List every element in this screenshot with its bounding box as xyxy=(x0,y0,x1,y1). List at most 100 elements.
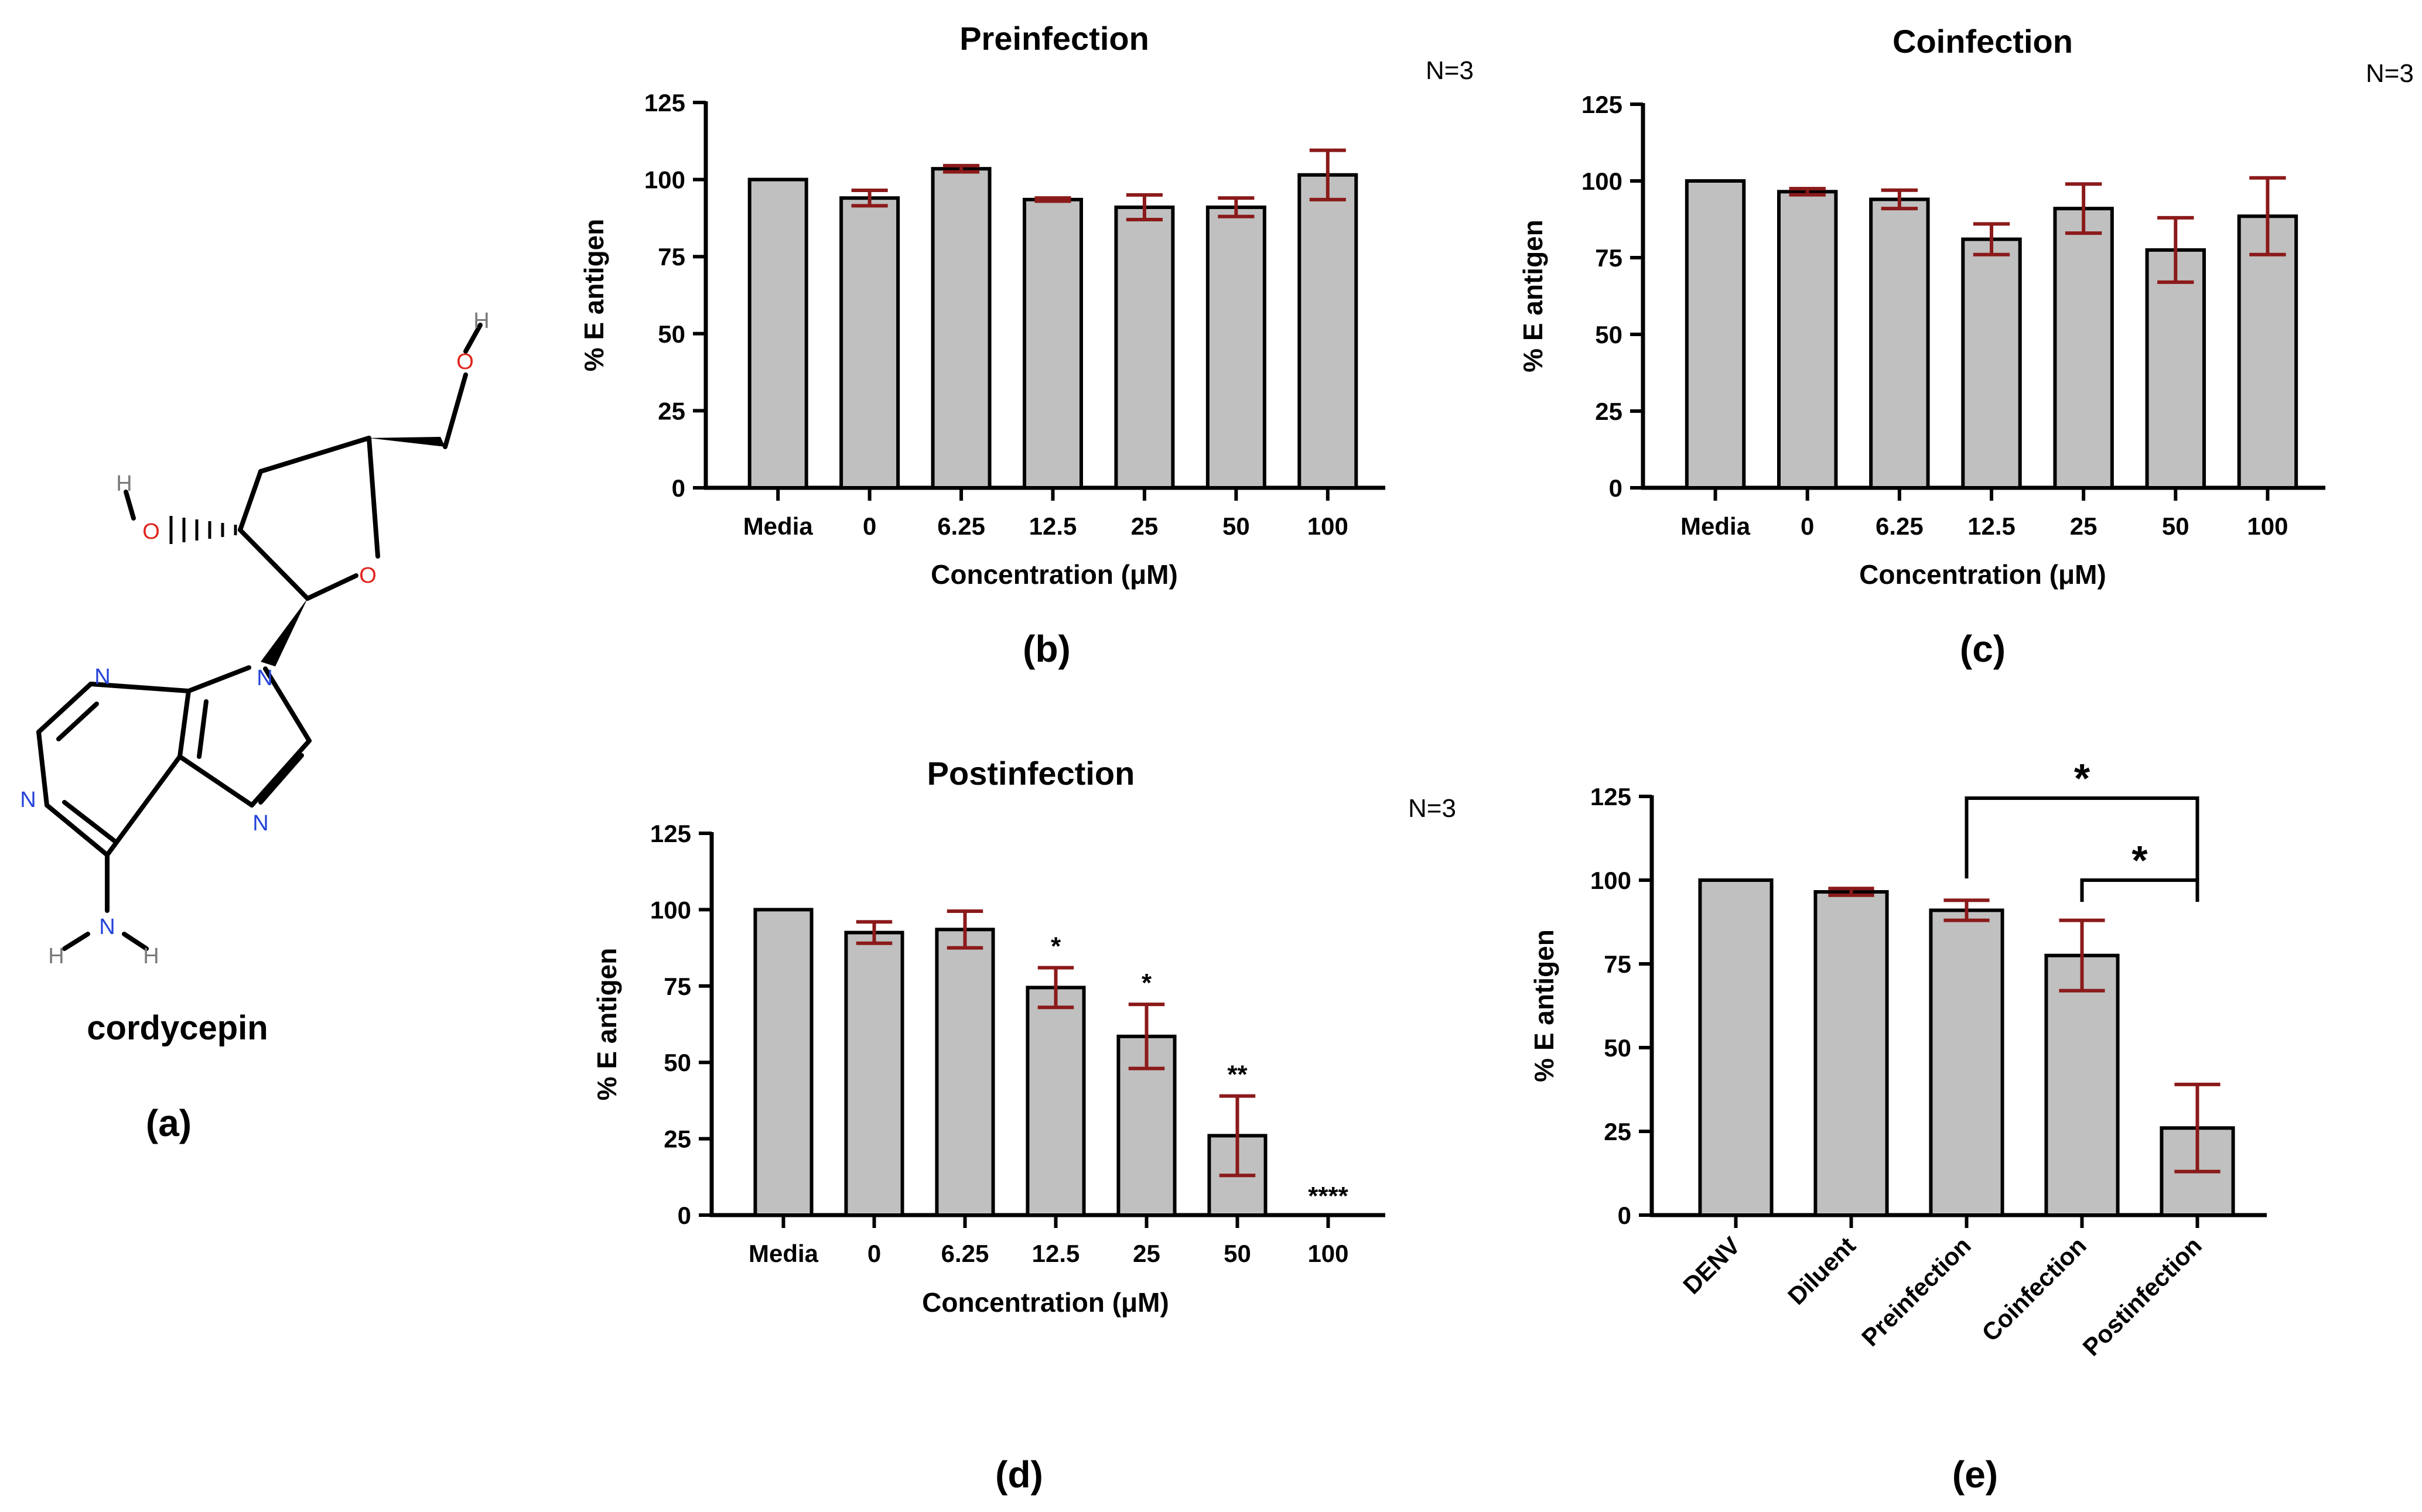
error-bar xyxy=(1973,222,2010,256)
wedge-bond xyxy=(369,437,445,447)
x-tick-label: 50 xyxy=(2162,512,2189,540)
bar xyxy=(1026,986,1086,1217)
sample-size-label: N=3 xyxy=(1408,794,1456,823)
x-tick-label: Postinfection xyxy=(2078,1232,2207,1361)
y-tick-label: 50 xyxy=(658,320,685,348)
y-tick-label: 25 xyxy=(1595,398,1622,425)
molecule-bonds xyxy=(36,323,483,951)
bracket-significance: * xyxy=(2074,755,2090,801)
panel-label: (b) xyxy=(1023,628,1071,670)
chart-coinfection: Coinfection N=3 0 25 50 75 100 125 % E antigen Me… xyxy=(1518,23,2414,670)
y-tick-label: 75 xyxy=(1604,950,1631,978)
error-bar xyxy=(1789,187,1826,197)
error-bar xyxy=(1943,898,1990,922)
atom-o: O xyxy=(359,563,377,588)
x-tick-label: 0 xyxy=(863,512,876,540)
y-tick-label: 75 xyxy=(1595,244,1622,272)
y-tick-label: 100 xyxy=(1581,167,1622,195)
error-bar xyxy=(1309,148,1346,201)
atom-h: H xyxy=(143,944,159,969)
significance-marker: **** xyxy=(1308,1182,1348,1210)
y-axis-label: % E antigen xyxy=(592,948,622,1101)
bar xyxy=(1698,878,1774,1217)
chart-title: Coinfection xyxy=(1892,23,2073,60)
y-tick-label: 25 xyxy=(664,1126,691,1153)
bar xyxy=(931,167,992,490)
panel-label: (d) xyxy=(995,1453,1043,1496)
x-tick-label: 100 xyxy=(2247,512,2288,540)
y-tick-label: 50 xyxy=(1595,321,1622,348)
x-tick-label: Coinfection xyxy=(1976,1232,2092,1347)
panel-label-a: (a) xyxy=(146,1102,192,1144)
y-tick-label: 0 xyxy=(672,474,685,502)
x-tick-label: 50 xyxy=(1224,1240,1251,1267)
cordycepin-structure: O H O H O N N N N N H H cordycepin (a) xyxy=(20,309,489,1144)
bar xyxy=(1777,190,1838,490)
panel-label: (e) xyxy=(1952,1453,1998,1496)
error-bar xyxy=(2059,918,2105,993)
error-bar xyxy=(1219,1094,1256,1178)
bar xyxy=(1813,890,1889,1217)
error-bar xyxy=(2157,215,2194,284)
x-tick-label: 12.5 xyxy=(1967,512,2016,540)
x-tick-label: Media xyxy=(749,1240,819,1267)
significance-bracket xyxy=(1965,796,2199,879)
x-tick-label: 100 xyxy=(1307,512,1348,540)
error-bar xyxy=(2249,176,2286,256)
error-bar xyxy=(1828,887,1874,897)
x-tick-label: 12.5 xyxy=(1032,1240,1080,1267)
error-bar xyxy=(1034,196,1071,203)
bar xyxy=(1685,179,1746,490)
bar xyxy=(1869,197,1930,490)
sample-size-label: N=3 xyxy=(2366,59,2414,88)
error-bar xyxy=(1881,188,1918,211)
bar xyxy=(1929,908,2004,1217)
bar xyxy=(753,908,814,1217)
y-tick-label: 0 xyxy=(1609,474,1622,502)
significance-bracket xyxy=(2080,878,2199,902)
bar xyxy=(1023,197,1083,490)
y-tick-label: 50 xyxy=(664,1049,691,1076)
error-bar xyxy=(1128,1003,1165,1070)
bar xyxy=(844,931,904,1217)
sample-size-label: N=3 xyxy=(1426,56,1474,85)
y-tick-label: 50 xyxy=(1604,1034,1631,1062)
atom-o: O xyxy=(142,519,160,544)
y-tick-label: 100 xyxy=(650,896,691,923)
y-tick-label: 100 xyxy=(1590,867,1631,894)
atom-h: H xyxy=(473,309,489,333)
x-tick-label: DENV xyxy=(1678,1232,1745,1299)
y-axis-label: % E antigen xyxy=(1529,929,1559,1082)
error-bar xyxy=(856,920,893,945)
x-tick-label: Media xyxy=(743,512,814,540)
x-tick-label: 6.25 xyxy=(941,1240,989,1267)
atom-h: H xyxy=(48,944,64,969)
error-bar xyxy=(1218,196,1255,218)
chart-title: Postinfection xyxy=(927,755,1135,792)
y-tick-label: 0 xyxy=(1618,1202,1631,1229)
bracket-line xyxy=(2080,878,2199,902)
bracket-line xyxy=(1965,796,2199,879)
y-tick-label: 25 xyxy=(658,397,685,425)
error-bar xyxy=(2174,1082,2221,1174)
atom-n: N xyxy=(252,811,268,836)
significance-marker: * xyxy=(1051,932,1061,961)
panel-label: (c) xyxy=(1960,628,2006,670)
bar xyxy=(1114,205,1175,490)
x-tick-label: 0 xyxy=(1801,512,1814,540)
y-axis-label: % E antigen xyxy=(1518,220,1548,372)
x-tick-label: Diluent xyxy=(1782,1232,1861,1310)
y-tick-label: 75 xyxy=(658,243,685,271)
bar xyxy=(2145,248,2206,490)
y-tick-label: 0 xyxy=(678,1202,691,1229)
y-tick-label: 100 xyxy=(644,166,685,194)
atom-n: N xyxy=(94,665,110,689)
y-tick-label: 125 xyxy=(1590,783,1631,810)
x-tick-label: 12.5 xyxy=(1029,512,1077,540)
x-tick-label: 0 xyxy=(867,1240,881,1267)
chart-postinfection: Postinfection N=3 0 25 50 75 100 125 % E antigen… xyxy=(592,755,1456,1496)
atom-n: N xyxy=(20,788,36,812)
y-tick-label: 75 xyxy=(664,973,691,1000)
x-tick-label: 25 xyxy=(1133,1240,1160,1267)
y-axis-label: % E antigen xyxy=(579,219,609,372)
